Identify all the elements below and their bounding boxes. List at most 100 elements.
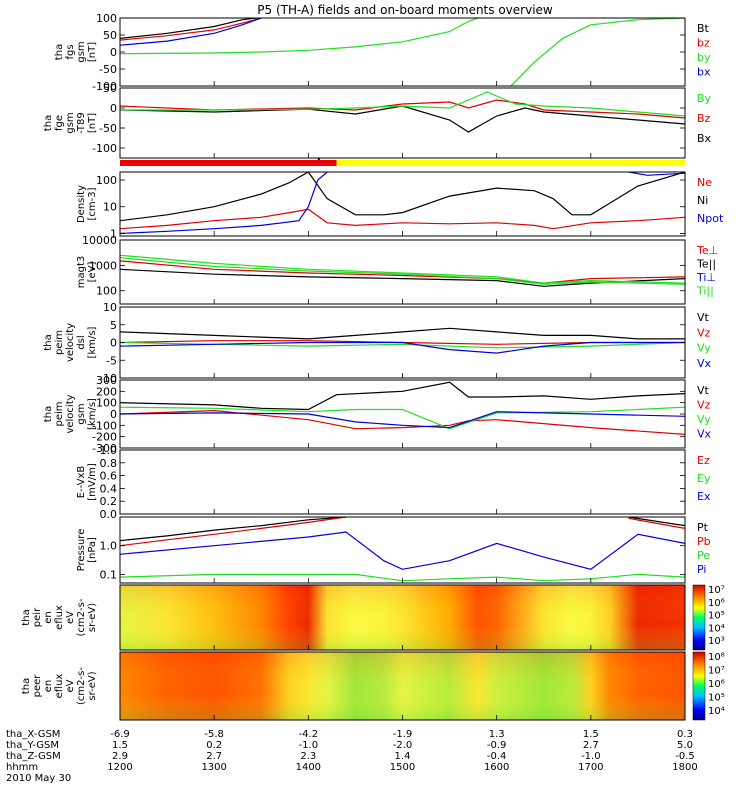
series-group [120,517,685,582]
y-tick-label: 1.0 [100,540,118,553]
legend-label: Bx [697,132,712,145]
date-label: 2010 May 30 [6,773,71,784]
axis-row-value: 1200 [107,762,132,773]
y-axis-label-line: peim [54,401,65,426]
y-tick-label: 10 [103,201,117,214]
y-tick-label: 0.6 [100,470,118,483]
axis-row-value: 2.7 [206,751,222,762]
series-Vt-line [120,381,685,411]
series-group [120,91,685,133]
y-axis-label-line: (cm2-s- [76,667,87,705]
y-axis-label-line: dsl [76,335,87,349]
axis-row-value: 5.0 [677,740,693,751]
axis-row-value: 1400 [296,762,321,773]
axis-row-value: 1.4 [395,751,411,762]
series-Te-line [120,260,685,284]
y-axis-label-line: [mV/m] [87,463,98,501]
axis-row-value: 1.3 [489,729,505,740]
y-axis-label-line: tha [21,609,32,625]
y-axis-label-line: velocity [65,323,76,362]
y-tick-label: 0.0 [100,508,118,521]
series-Npot-line [628,172,685,176]
y-axis-label-line: peer [32,674,43,698]
y-axis-label-line: [nT] [87,113,98,133]
legend-3: Ne Ni Npot [697,176,724,225]
panel-4: 10000 1000 100 Te⊥Te||Ti⊥Ti|| magt3 [eV] [76,234,718,305]
colorbar-tick-label: 10⁵ [708,611,725,622]
axis-row-value: 1.5 [112,740,128,751]
y-tick-label: 0 [110,46,117,59]
axis-row-label: tha_Z-GSM [6,751,61,762]
y-axis-label: tha peir en eflux eV (cm2-s-sr-eV) [21,598,98,636]
y-tick-label: -300 [92,442,117,455]
spectrogram-shading [120,585,685,650]
series-Bt-line [120,18,257,39]
colorbar-tick-label: 10⁸ [708,652,725,663]
series-Pb-line [628,517,685,529]
y-tick-label: -200 [92,431,117,444]
y-axis-label-line: magt3 [76,256,87,289]
y-tick-label: 1000 [89,259,117,272]
y-axis-label-line: [eV] [87,262,98,283]
series-Ti-line [120,254,685,284]
axis-row-value: -2.0 [393,740,413,751]
legend-label: bx [697,66,711,79]
axis-row-value: -0.4 [487,751,507,762]
axis-row-value: 2.7 [583,740,599,751]
y-axis-label-line: peim [54,330,65,355]
panel-background [120,517,685,583]
y-tick-label: 50 [103,29,117,42]
y-axis-label-line: [km/s] [87,326,98,358]
series-group [120,172,685,234]
series-group [120,254,685,287]
legend-label: Vy [697,413,711,426]
series-Ni-line [120,172,685,222]
series-Pi-line [120,531,685,570]
axis-row-value: 2.3 [300,751,316,762]
series-Npot-line [120,172,328,234]
series-by-line [120,18,479,55]
colorbar-tick-label: 10⁶ [708,598,725,609]
colorbar-tick-label: 10³ [708,636,725,647]
axis-row-value: 1600 [484,762,509,773]
series-group [120,18,685,86]
axis-row-value: -4.2 [299,729,319,740]
y-tick-label: 1 [110,227,117,240]
legend-label: Ne [697,176,712,189]
panel-5: 10 5 0 -5 -10 Vt Vz Vy Vx tha peim velocity dsl [km/s… [43,301,712,385]
legend-2: By Bz Bx [697,92,712,145]
panel-10: 10⁸ 10⁷ 10⁶ 10⁵ 10⁴ tha peer en eflux eV (cm2-s-sr… [21,651,725,721]
y-axis-label-line: gsm [65,112,76,133]
y-axis-label-line: -T89 [76,112,87,134]
series-Te-line [120,268,685,287]
y-axis-label-line: fgs [65,44,76,59]
y-tick-label: 0.4 [100,482,118,495]
colorbar-tick-label: 10⁴ [708,706,725,717]
axis-row-value: 1300 [201,762,226,773]
colorbar-10: 10⁸ 10⁷ 10⁶ 10⁵ 10⁴ [692,651,725,721]
legend-label: Te|| [696,258,716,271]
y-tick-label: 10 [103,301,117,314]
axis-row-value: -0.5 [675,751,695,762]
figure-title: P5 (TH-A) fields and on-board moments ov… [257,3,553,17]
legend-label: Vt [697,384,710,397]
legend-label: By [697,92,712,105]
panel-background [120,240,685,304]
colorbar-scale [692,651,706,721]
legend-5: Vt Vz Vy Vx [697,311,712,370]
y-tick-label: 100 [96,285,117,298]
colorbar-scale [692,584,706,651]
y-axis-label: E--VxB [mV/m] [76,463,98,501]
panel-3: 100 10 1 Ne Ni Npot Density [cm-3] [76,171,724,240]
axis-row-value: 0.2 [206,740,222,751]
legend-label: Ez [697,454,710,467]
y-tick-label: 5 [110,319,117,332]
y-axis-label-line: fge [54,115,65,131]
